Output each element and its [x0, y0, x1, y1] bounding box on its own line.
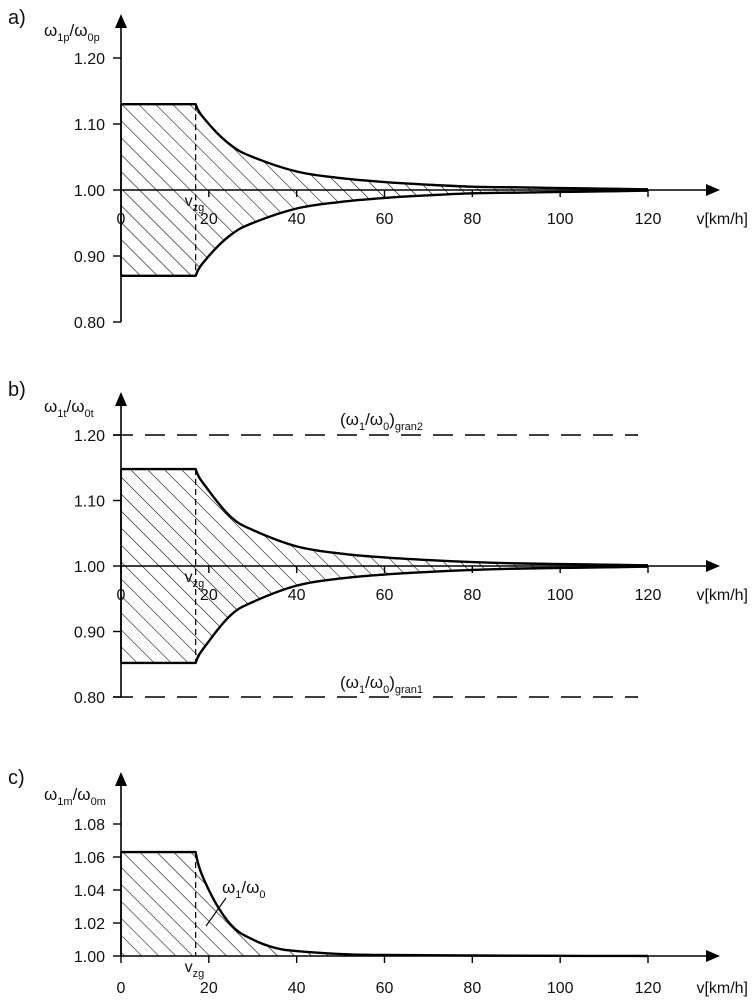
x-axis-label: v[km/h]: [696, 980, 748, 997]
y-axis-title: ω1p/ω0p: [44, 21, 100, 44]
y-tick-label: 1.04: [74, 883, 105, 900]
x-tick-label: 0: [117, 211, 126, 228]
x-tick-label: 40: [288, 587, 306, 604]
x-axis-arrow: [706, 950, 720, 962]
y-tick-label: 1.02: [74, 916, 105, 933]
x-tick-label: 20: [200, 211, 218, 228]
y-axis-arrow: [115, 14, 127, 28]
y-axis-title: ω1m/ω0m: [44, 785, 106, 808]
y-tick-label: 0.80: [74, 690, 105, 707]
x-tick-label: 120: [635, 980, 662, 997]
y-tick-label: 1.06: [74, 850, 105, 867]
panel-letter: a): [8, 7, 26, 29]
y-tick-label: 1.10: [74, 117, 105, 134]
hatched-region: [121, 852, 648, 956]
x-axis-arrow: [706, 560, 720, 572]
y-axis-arrow: [115, 392, 127, 406]
chart-panel-2: 0.80 0.90 1.00 1.10 1.20 0 20 40 60 80 100 120 v[km/…: [8, 379, 748, 707]
x-tick-label: 120: [635, 211, 662, 228]
panel-letter: c): [8, 767, 25, 789]
y-tick-label: 1.10: [74, 494, 105, 511]
x-tick-label: 60: [376, 587, 394, 604]
y-tick-label: 1.20: [74, 51, 105, 68]
vzg-label: vzg: [185, 569, 205, 590]
x-tick-label: 0: [117, 587, 126, 604]
y-tick-label: 1.00: [74, 183, 105, 200]
x-tick-label: 40: [288, 980, 306, 997]
x-axis-label: v[km/h]: [696, 211, 748, 228]
x-axis-arrow: [706, 184, 720, 196]
limit-label: (ω1/ω0)gran2: [340, 410, 423, 433]
vzg-label: vzg: [185, 193, 205, 214]
limit-label: (ω1/ω0)gran1: [340, 673, 423, 696]
limit-label-backing: [336, 670, 440, 696]
y-tick-label: 1.20: [74, 428, 105, 445]
x-tick-label: 100: [547, 211, 574, 228]
x-axis-label: v[km/h]: [696, 587, 748, 604]
x-tick-label: 20: [200, 980, 218, 997]
x-tick-label: 80: [463, 211, 481, 228]
x-tick-label: 80: [463, 980, 481, 997]
upper-boundary-curve: [121, 103, 649, 191]
x-tick-label: 100: [547, 587, 574, 604]
upper-boundary-curve: [121, 467, 649, 567]
limit-label-backing: [336, 407, 440, 433]
x-tick-label: 100: [547, 980, 574, 997]
x-tick-label: 60: [376, 211, 394, 228]
y-tick-label: 0.80: [74, 315, 105, 332]
curve-label-leader: [205, 897, 227, 927]
x-tick-label: 0: [117, 980, 126, 997]
y-tick-label: 0.90: [74, 625, 105, 642]
panel-letter: b): [8, 379, 26, 401]
x-tick-label: 80: [463, 587, 481, 604]
x-tick-label: 120: [635, 587, 662, 604]
y-axis-arrow: [115, 772, 127, 786]
x-tick-label: 20: [200, 587, 218, 604]
curve-label: ω1/ω0: [222, 878, 266, 901]
x-tick-label: 60: [376, 980, 394, 997]
chart-panel-1: 0.80 0.90 1.00 1.10 1.20 0 20 40 60 80 100 120 v[km/…: [8, 7, 748, 332]
y-tick-label: 0.90: [74, 249, 105, 266]
vzg-label: vzg: [185, 959, 205, 980]
x-tick-label: 40: [288, 211, 306, 228]
y-axis-title: ω1t/ω0t: [44, 397, 94, 420]
y-tick-label: 1.00: [74, 949, 105, 966]
y-tick-label: 1.00: [74, 559, 105, 576]
chart-panel-3: 1.00 1.02 1.04 1.06 1.08 0 20 40 60 80 100 120 v[km/…: [8, 767, 748, 997]
y-tick-label: 1.08: [74, 817, 105, 834]
